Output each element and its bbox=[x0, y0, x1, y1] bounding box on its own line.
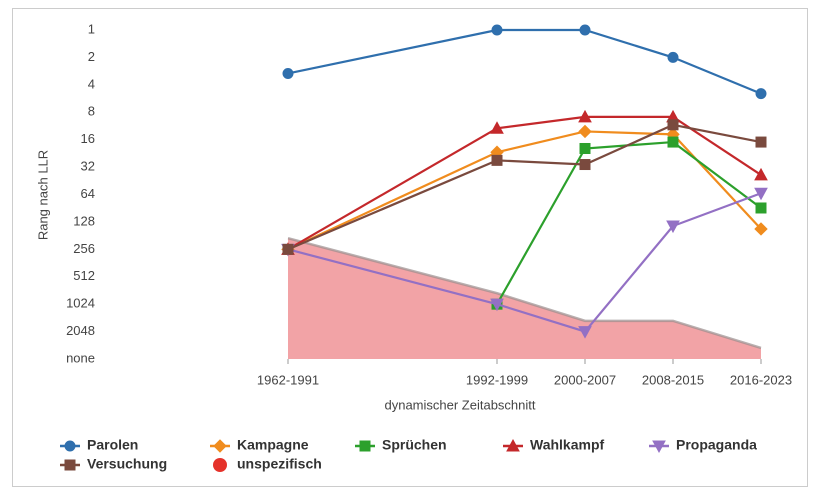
legend-symbol bbox=[213, 458, 227, 472]
legend-label: Sprüchen bbox=[382, 437, 447, 453]
legend-label: unspezifisch bbox=[237, 456, 322, 472]
legend-label: Parolen bbox=[87, 437, 138, 453]
y-tick-label: 1 bbox=[88, 21, 95, 36]
point bbox=[755, 202, 767, 214]
y-tick-label: 2 bbox=[88, 49, 95, 64]
point bbox=[491, 24, 503, 36]
x-tick-label: 1992-1999 bbox=[466, 372, 528, 387]
point bbox=[578, 124, 592, 139]
y-tick-label: 512 bbox=[73, 268, 95, 283]
point bbox=[755, 88, 767, 100]
y-tick-label: none bbox=[66, 350, 95, 365]
legend-label: Wahlkampf bbox=[530, 437, 604, 453]
point bbox=[282, 243, 294, 255]
legend-label: Kampagne bbox=[237, 437, 309, 453]
point bbox=[579, 24, 591, 36]
point bbox=[578, 326, 592, 339]
point bbox=[491, 154, 503, 166]
x-axis-label: dynamischer Zeitabschnitt bbox=[384, 397, 535, 412]
legend-symbol bbox=[64, 459, 76, 471]
line bbox=[287, 130, 762, 251]
line bbox=[287, 28, 762, 95]
point bbox=[578, 109, 592, 123]
legend: Parolen Kampagne Sprüchen Wahlkampf Propagan… bbox=[60, 437, 757, 472]
y-tick-label: 32 bbox=[81, 159, 95, 174]
point bbox=[667, 136, 679, 148]
point bbox=[754, 187, 768, 201]
y-tick-label: 256 bbox=[73, 241, 95, 256]
y-tick-label: 8 bbox=[88, 104, 95, 119]
y-tick-label: 2048 bbox=[66, 323, 95, 338]
point bbox=[755, 136, 767, 148]
legend-symbol bbox=[64, 440, 76, 452]
area-edge bbox=[287, 236, 762, 350]
line bbox=[287, 115, 762, 251]
legend-symbol bbox=[506, 438, 520, 452]
y-tick-label: 64 bbox=[81, 186, 95, 201]
point bbox=[282, 67, 294, 79]
point bbox=[754, 222, 768, 236]
legend-label: Propaganda bbox=[676, 437, 757, 453]
y-tick-label: 1024 bbox=[66, 296, 95, 311]
area bbox=[288, 238, 761, 359]
point bbox=[667, 51, 679, 63]
y-tick-label: 128 bbox=[73, 213, 95, 228]
point bbox=[666, 220, 680, 234]
legend-symbol bbox=[652, 440, 666, 454]
y-tick-label: 16 bbox=[81, 131, 95, 146]
point bbox=[754, 167, 768, 181]
x-tick-label: 2016-2023 bbox=[730, 372, 792, 387]
point bbox=[667, 119, 679, 131]
point bbox=[490, 298, 504, 312]
x-tick-label: 1962-1991 bbox=[257, 372, 319, 387]
point bbox=[490, 121, 504, 134]
legend-symbol bbox=[359, 440, 371, 452]
frame bbox=[12, 8, 808, 487]
legend-symbol bbox=[213, 439, 227, 453]
point bbox=[579, 142, 591, 154]
legend-label: Versuchung bbox=[87, 456, 167, 472]
line bbox=[287, 123, 762, 251]
y-tick-label: 4 bbox=[88, 76, 95, 91]
y-axis-label: Rang nach LLR bbox=[35, 150, 50, 240]
point bbox=[579, 159, 591, 171]
x-tick-label: 2008-2015 bbox=[642, 372, 704, 387]
x-tick-label: 2000-2007 bbox=[554, 372, 616, 387]
